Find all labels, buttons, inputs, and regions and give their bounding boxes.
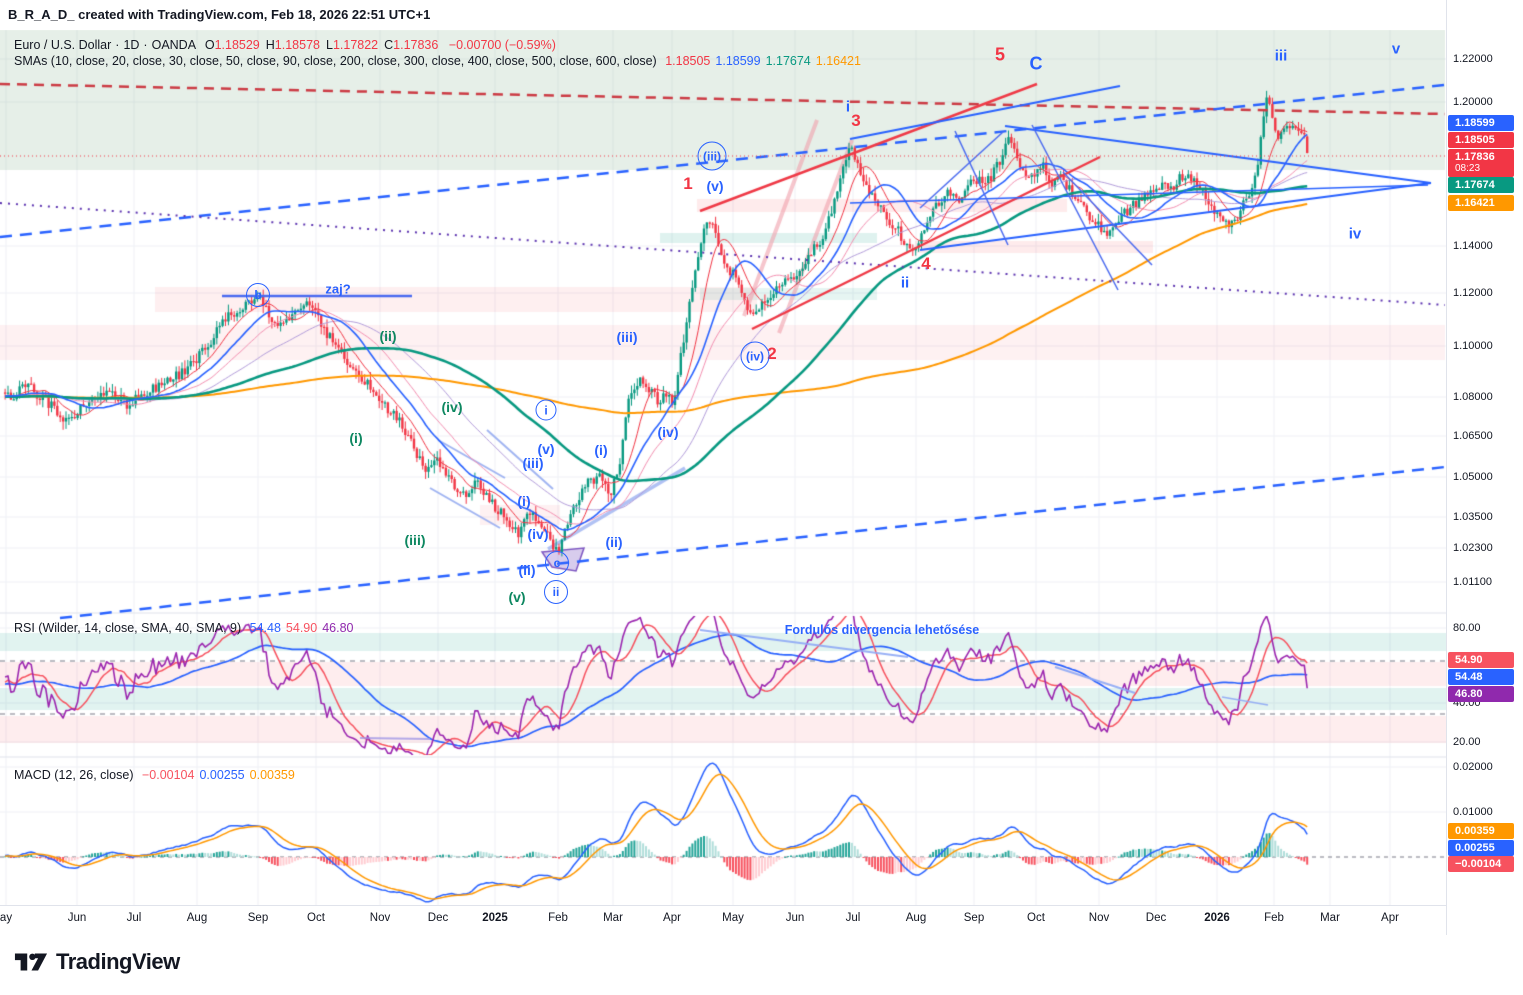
wave-label-iii-18[interactable]: (iii) xyxy=(616,329,638,345)
legend-separator: · xyxy=(143,38,148,52)
ohlc-val-2: 1.17822 xyxy=(332,38,379,52)
wave-label-v-8[interactable]: (v) xyxy=(537,441,555,457)
sma-legend-label: SMAs (10, close, 20, close, 30, close, 5… xyxy=(14,54,657,68)
wave-label-iv-2[interactable]: (iv) xyxy=(441,399,463,415)
sma-legend[interactable]: SMAs (10, close, 20, close, 30, close, 5… xyxy=(14,54,861,68)
wave-label-C-29[interactable]: C xyxy=(1029,53,1043,74)
header-bar: B_R_A_D_ created with TradingView.com, F… xyxy=(0,0,1523,30)
ohlc-values: O1.18529 H1.18578 L1.17822 C1.17836 xyxy=(199,38,439,52)
wave-label-v-21[interactable]: (v) xyxy=(706,178,724,194)
wave-label-ii-16[interactable]: ii xyxy=(544,580,568,604)
wave-label-b-5[interactable]: b xyxy=(246,283,270,307)
wave-label-ii-13[interactable]: (ii) xyxy=(605,534,623,550)
wave-label-iii-7[interactable]: (iii) xyxy=(522,455,544,471)
change-value: −0.00700 (−0.59%) xyxy=(448,38,556,52)
rsi-value-2: 46.80 xyxy=(322,621,354,635)
wave-label-i-25[interactable]: i xyxy=(845,98,851,116)
legend-separator: · xyxy=(115,38,120,52)
macd-value-1: 0.00255 xyxy=(199,768,245,782)
symbol-name: Euro / U.S. Dollar xyxy=(14,38,112,52)
wave-label-ii-0[interactable]: (ii) xyxy=(379,328,397,344)
time-axis[interactable] xyxy=(0,905,1446,936)
rsi-values: 54.48 54.90 46.80 xyxy=(245,621,354,635)
wave-label-zaj?-6[interactable]: zaj? xyxy=(325,281,351,297)
tradingview-logo-text: TradingView xyxy=(56,949,180,974)
macd-legend-label: MACD (12, 26, close) xyxy=(14,768,134,782)
wave-label-4-26[interactable]: 4 xyxy=(921,254,931,273)
macd-value-2: 0.00359 xyxy=(249,768,295,782)
wave-label-5-28[interactable]: 5 xyxy=(994,44,1006,65)
ohlc-val-0: 1.18529 xyxy=(214,38,260,52)
wave-label-2-22[interactable]: 2 xyxy=(767,344,777,363)
wave-label-3-24[interactable]: 3 xyxy=(851,111,861,130)
wave-label-iii-30[interactable]: iii xyxy=(1274,47,1288,65)
ohlc-key-2: L xyxy=(325,38,333,52)
rsi-value-1: 54.90 xyxy=(285,621,318,635)
macd-value-0: −0.00104 xyxy=(141,768,195,782)
wave-label-iv-12[interactable]: (iv) xyxy=(527,526,549,542)
wave-label-i-11[interactable]: (i) xyxy=(517,493,531,509)
rsi-legend-label: RSI (Wilder, 14, close, SMA, 40, SMA, 9) xyxy=(14,621,242,635)
wave-label-iii-19[interactable]: (iii) xyxy=(697,141,727,171)
symbol-exchange: OANDA xyxy=(151,38,196,52)
ohlc-key-1: H xyxy=(265,38,275,52)
symbol-interval[interactable]: 1D xyxy=(123,38,140,52)
macd-values: −0.00104 0.00255 0.00359 xyxy=(137,768,295,782)
macd-legend[interactable]: MACD (12, 26, close) −0.00104 0.00255 0.00… xyxy=(14,768,295,782)
wave-label-i-9[interactable]: (i) xyxy=(594,442,608,458)
wave-label-c-15[interactable]: c xyxy=(545,551,569,575)
wave-label-ii-27[interactable]: ii xyxy=(900,274,910,292)
wave-label-v-31[interactable]: v xyxy=(1391,40,1401,58)
price-scale[interactable] xyxy=(1446,0,1523,935)
wave-label-iv-32[interactable]: iv xyxy=(1348,225,1362,243)
ohlc-val-1: 1.18578 xyxy=(274,38,320,52)
sma-value-3: 1.16421 xyxy=(815,54,861,68)
wave-label-iv-17[interactable]: (iv) xyxy=(657,424,679,440)
sma-value-0: 1.18505 xyxy=(665,54,711,68)
wave-label-iv-23[interactable]: (iv) xyxy=(740,341,770,371)
wave-label-1-20[interactable]: 1 xyxy=(683,174,693,193)
sma-value-2: 1.17674 xyxy=(765,54,811,68)
wave-label-iii-3[interactable]: (iii) xyxy=(404,532,426,548)
wave-label-ii-14[interactable]: (ii) xyxy=(518,562,536,578)
ohlc-val-3: 1.17836 xyxy=(393,38,439,52)
wave-label-i-1[interactable]: (i) xyxy=(349,430,363,446)
sma-values: 1.18505 1.18599 1.17674 1.16421 xyxy=(660,54,861,68)
rsi-value-0: 54.48 xyxy=(249,621,281,635)
rsi-divergence-note[interactable]: Fordulós divergencia lehetősése xyxy=(784,623,980,637)
tradingview-logo-icon xyxy=(14,953,48,971)
symbol-legend[interactable]: Euro / U.S. Dollar · 1D · OANDA O1.18529 H1.1… xyxy=(14,38,556,52)
sma-value-1: 1.18599 xyxy=(715,54,761,68)
wave-label-v-4[interactable]: (v) xyxy=(508,589,526,605)
ohlc-key-0: O xyxy=(204,38,215,52)
ohlc-key-3: C xyxy=(384,38,394,52)
rsi-legend[interactable]: RSI (Wilder, 14, close, SMA, 40, SMA, 9)… xyxy=(14,621,353,635)
wave-label-i-10[interactable]: i xyxy=(535,399,557,421)
chart-title: B_R_A_D_ created with TradingView.com, F… xyxy=(8,7,431,22)
tradingview-logo[interactable]: TradingView xyxy=(14,948,180,976)
